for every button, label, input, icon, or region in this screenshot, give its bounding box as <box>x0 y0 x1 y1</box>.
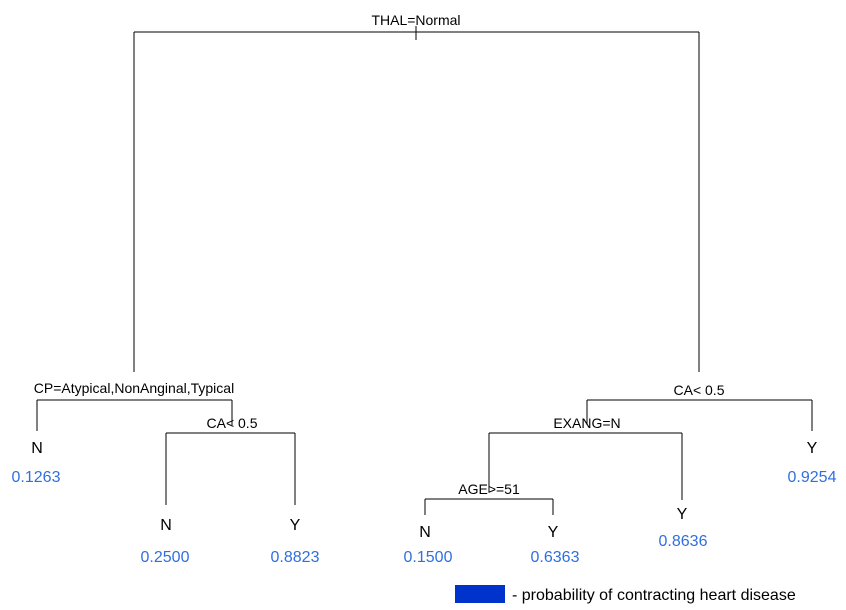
leaf-prob-1: 0.1263 <box>12 469 61 486</box>
leaf-class-5: Y <box>548 524 559 541</box>
split-label-root: THAL=Normal <box>371 12 460 28</box>
leaf-class-4: N <box>419 524 431 541</box>
split-label-cp: CP=Atypical,NonAnginal,Typical <box>34 380 234 396</box>
split-label-ca-right: CA< 0.5 <box>674 382 725 398</box>
leaf-class-7: Y <box>807 440 818 457</box>
leaf-prob-4: 0.1500 <box>404 549 453 566</box>
leaf-prob-2: 0.2500 <box>141 549 190 566</box>
leaf-prob-3: 0.8823 <box>271 549 320 566</box>
legend-swatch <box>455 585 505 603</box>
leaf-class-6: Y <box>677 506 688 523</box>
split-label-age: AGE>=51 <box>458 481 520 497</box>
split-label-ca-left: CA< 0.5 <box>207 415 258 431</box>
legend-label: - probability of contracting heart disea… <box>512 587 796 604</box>
split-label-exang: EXANG=N <box>553 415 620 431</box>
leaf-prob-7: 0.9254 <box>788 469 837 486</box>
leaf-prob-6: 0.8636 <box>659 533 708 550</box>
leaf-class-1: N <box>31 440 43 457</box>
leaf-prob-5: 0.6363 <box>531 549 580 566</box>
leaf-class-2: N <box>160 517 172 534</box>
leaf-class-3: Y <box>290 517 301 534</box>
